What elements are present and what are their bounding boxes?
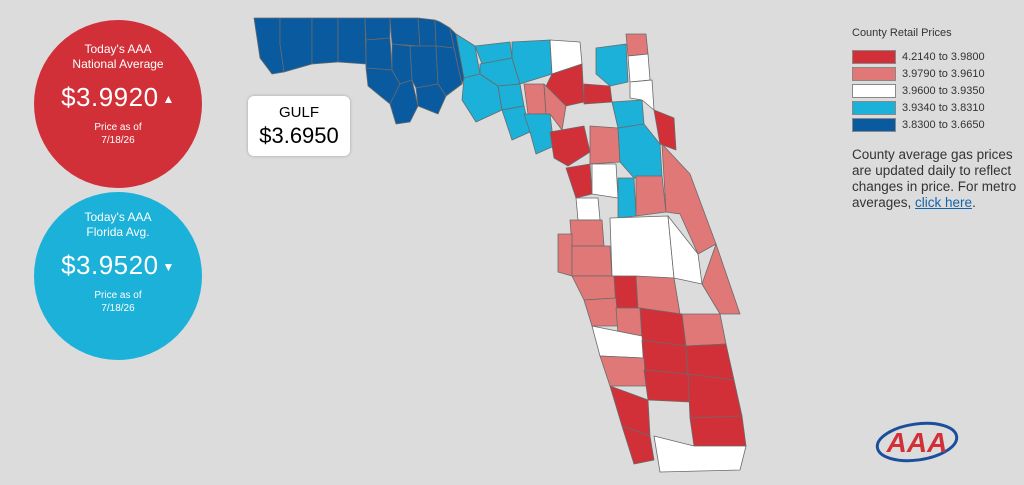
national-label-line2: National Average (72, 57, 164, 71)
legend-row: 4.2140 to 3.9800 (852, 49, 1024, 65)
florida-label-line2: Florida Avg. (86, 225, 150, 239)
county-walton[interactable] (337, 17, 367, 65)
county-pasco[interactable] (569, 219, 605, 247)
legend-note: County average gas prices are updated da… (852, 147, 1020, 211)
county-lee[interactable] (599, 355, 647, 387)
county-liberty[interactable] (409, 45, 439, 89)
county-duval[interactable] (627, 53, 651, 83)
county-wakulla[interactable] (435, 45, 463, 97)
legend-label: 3.9340 to 3.8310 (902, 102, 985, 114)
legend-label: 3.9790 to 3.9610 (902, 68, 985, 80)
florida-label-line1: Today's AAA (84, 210, 152, 224)
legend-title: County Retail Prices (852, 27, 952, 39)
up-arrow-icon: ▲ (162, 92, 175, 107)
county-st-johns[interactable] (629, 79, 655, 111)
county-clay[interactable] (595, 43, 629, 87)
legend-label: 3.9600 to 3.9350 (902, 85, 985, 97)
county-monroe[interactable] (621, 425, 655, 465)
florida-price-value: $3.9520 (61, 250, 159, 280)
florida-asof-date: 7/18/26 (101, 303, 135, 314)
county-santa-rosa[interactable] (279, 17, 313, 73)
county-glades[interactable] (641, 339, 689, 375)
county-marion[interactable] (549, 125, 591, 167)
county-columbia[interactable] (511, 39, 553, 85)
florida-county-map (253, 17, 747, 473)
aaa-logo[interactable]: AAA (874, 420, 960, 464)
county-nassau[interactable] (625, 33, 649, 57)
county-st-lucie[interactable] (681, 313, 727, 347)
county-lafayette[interactable] (497, 83, 525, 111)
legend-swatch (852, 84, 896, 98)
county-putnam[interactable] (611, 99, 645, 129)
county-flagler[interactable] (653, 109, 677, 151)
national-asof-date: 7/18/26 (101, 135, 135, 146)
national-average-badge: Today's AAA National Average $3.9920 ▲ Pr… (34, 20, 202, 188)
legend-note-end: . (972, 195, 976, 210)
legend-row: 3.9790 to 3.9610 (852, 66, 1024, 82)
county-bradford[interactable] (583, 83, 613, 105)
county-hendry[interactable] (643, 369, 691, 403)
county-holmes[interactable] (364, 17, 391, 41)
county-tooltip: GULF $3.6950 (248, 96, 350, 156)
map-legend: County Retail Prices 4.2140 to 3.9800 3.… (852, 27, 1024, 211)
legend-row: 3.9340 to 3.8310 (852, 100, 1024, 116)
county-okaloosa[interactable] (311, 17, 339, 65)
metro-averages-link[interactable]: click here (915, 195, 973, 210)
county-volusia[interactable] (617, 123, 663, 179)
florida-asof-label: Price as of (94, 290, 142, 301)
legend-swatch (852, 67, 896, 81)
legend-label: 4.2140 to 3.9800 (902, 51, 985, 63)
legend-label: 3.8300 to 3.6650 (902, 119, 985, 131)
county-alachua[interactable] (543, 83, 567, 131)
national-label-line1: Today's AAA (84, 42, 152, 56)
county-palm-beach[interactable] (687, 373, 743, 419)
county-jackson[interactable] (389, 17, 421, 47)
county-hernando[interactable] (575, 197, 601, 221)
national-price-value: $3.9920 (61, 82, 159, 112)
county-lake-1[interactable] (589, 125, 621, 165)
legend-swatch (852, 50, 896, 64)
county-escambia[interactable] (253, 17, 285, 75)
county-levy[interactable] (523, 113, 555, 155)
tooltip-county-name: GULF (278, 104, 319, 121)
tooltip-county-price: $3.6950 (259, 123, 339, 148)
county-polk[interactable] (609, 215, 675, 279)
county-lake-2[interactable] (617, 177, 637, 219)
county-indian-river[interactable] (701, 243, 741, 315)
county-sumter[interactable] (591, 163, 619, 199)
legend-swatch (852, 118, 896, 132)
florida-price: $3.9520 ▼ (34, 250, 202, 281)
aaa-logo-text: AAA (886, 427, 948, 458)
florida-average-badge: Today's AAA Florida Avg. $3.9520 ▼ Price … (34, 192, 202, 360)
county-sarasota[interactable] (583, 297, 619, 327)
county-hardee[interactable] (613, 275, 639, 309)
county-broward[interactable] (689, 415, 747, 447)
county-citrus[interactable] (565, 163, 593, 199)
county-franklin[interactable] (415, 83, 447, 115)
legend-swatch (852, 101, 896, 115)
county-gadsden[interactable] (417, 17, 437, 47)
county-gilchrist[interactable] (523, 83, 547, 115)
county-washington[interactable] (365, 37, 393, 71)
legend-row: 3.8300 to 3.6650 (852, 117, 1024, 133)
legend-note-text: County average gas prices are updated da… (852, 147, 1017, 210)
down-arrow-icon: ▼ (162, 260, 175, 275)
county-pinellas[interactable] (557, 233, 573, 277)
county-manatee[interactable] (571, 275, 617, 301)
county-hillsborough[interactable] (571, 245, 613, 277)
county-seminole[interactable] (635, 175, 667, 217)
legend-row: 3.9600 to 3.9350 (852, 83, 1024, 99)
national-price: $3.9920 ▲ (34, 82, 202, 113)
county-miami-dade[interactable] (653, 435, 747, 473)
county-jefferson[interactable] (449, 27, 465, 85)
county-dixie[interactable] (501, 105, 531, 141)
national-asof-label: Price as of (94, 122, 142, 133)
